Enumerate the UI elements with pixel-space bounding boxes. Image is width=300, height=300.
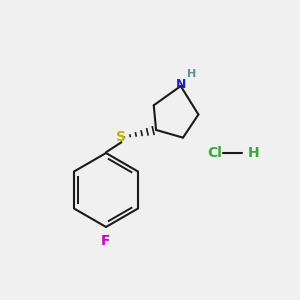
Text: F: F — [100, 234, 110, 248]
Text: H: H — [248, 146, 259, 160]
Text: N: N — [176, 78, 186, 91]
Text: H: H — [187, 69, 196, 79]
Text: S: S — [116, 130, 126, 144]
Text: Cl: Cl — [208, 146, 223, 160]
